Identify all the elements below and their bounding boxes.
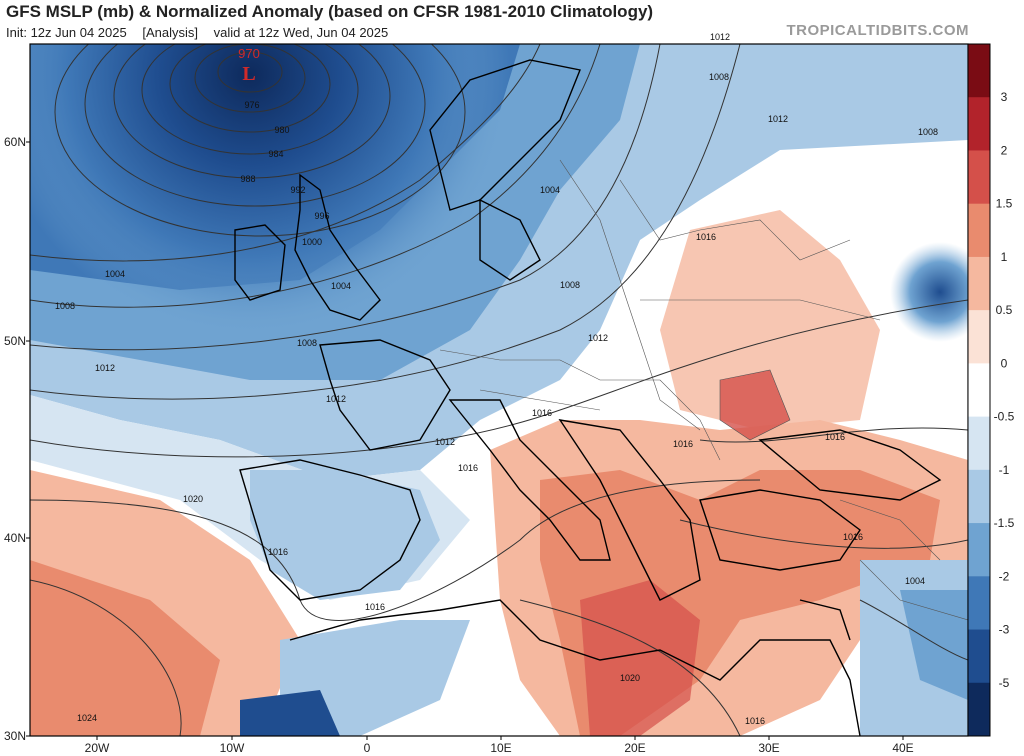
colorbar-label: -0.5 (994, 410, 1015, 424)
isobar-label: 1004 (905, 576, 925, 586)
isobar-label: 1024 (77, 713, 97, 723)
colorbar-label: -2 (999, 569, 1010, 583)
low-pressure-value: 970 (238, 46, 260, 61)
isobar-label: 1012 (95, 363, 115, 373)
isobar-label: 1004 (540, 185, 560, 195)
colorbar-segment (968, 629, 990, 684)
analysis-tag: [Analysis] (142, 25, 198, 40)
isobar-label: 1012 (326, 394, 346, 404)
colorbar-segment (968, 682, 990, 737)
isobar-label: 1016 (696, 232, 716, 242)
isobar-label: 1008 (55, 301, 75, 311)
colorbar-label: 3 (1001, 90, 1008, 104)
isobar-label: 1016 (268, 547, 288, 557)
isobar-label: 1004 (331, 281, 351, 291)
coastlines (234, 59, 942, 736)
colorbar-segment (968, 203, 990, 258)
lat-label: 40N (4, 531, 26, 545)
lon-label: 40E (892, 741, 913, 755)
isobar-label: 992 (290, 185, 305, 195)
colorbar-segment (968, 97, 990, 151)
isobar-label: 1016 (532, 408, 552, 418)
colorbar: 3 2 1.5 1 0.5 0 -0.5 -1 -1.5 -2 -3 -5 (967, 43, 1015, 737)
valid-time: valid at 12z Wed, Jun 04 2025 (213, 25, 389, 40)
colorbar-segment (968, 150, 990, 205)
isobar-label: 1004 (105, 269, 125, 279)
colorbar-label: -1 (999, 463, 1010, 477)
lon-label: 30E (758, 741, 779, 755)
isobar-label: 1016 (825, 432, 845, 442)
latitude-labels: 60N 50N 40N 30N (4, 135, 30, 743)
isobar-label: 1012 (435, 437, 455, 447)
isobar-label: 1008 (918, 127, 938, 137)
isobar-label: 1020 (620, 673, 640, 683)
isobar-label: 1016 (843, 532, 863, 542)
isobar-label: 1020 (183, 494, 203, 504)
isobar-label: 980 (274, 125, 289, 135)
lon-label: 20E (624, 741, 645, 755)
colorbar-segment (968, 363, 990, 418)
lon-label: 0 (364, 741, 371, 755)
colorbar-label: 0 (1001, 356, 1008, 370)
lat-label: 50N (4, 334, 26, 348)
colorbar-label: 1 (1001, 250, 1008, 264)
colorbar-segment (968, 416, 990, 471)
colorbar-label: 0.5 (996, 303, 1013, 317)
colorbar-segment (968, 523, 990, 577)
lon-label: 10E (490, 741, 511, 755)
colorbar-frame (967, 43, 991, 737)
isobar-label: 1016 (365, 602, 385, 612)
brand-watermark: TROPICALTIDBITS.COM (786, 22, 969, 39)
borders (439, 159, 968, 621)
lon-label: 20W (85, 741, 110, 755)
init-time: Init: 12z Jun 04 2025 (6, 25, 127, 40)
colorbar-label: -1.5 (994, 516, 1015, 530)
isobar-label: 988 (240, 174, 255, 184)
colorbar-label: 1.5 (996, 197, 1013, 211)
lat-label: 60N (4, 135, 26, 149)
colorbar-segment (968, 256, 990, 311)
isobar-label: 1008 (297, 338, 317, 348)
longitude-labels: 20W 10W 0 10E 20E 30E 40E (85, 736, 914, 755)
colorbar-label: -5 (999, 676, 1010, 690)
lon-label: 10W (220, 741, 245, 755)
isobar-label: 1000 (302, 237, 322, 247)
isobar-label: 1012 (768, 114, 788, 124)
anomaly-field (30, 44, 968, 736)
colorbar-segment (968, 469, 990, 524)
isobar-label: 1016 (745, 716, 765, 726)
colorbar-label: 2 (1001, 143, 1008, 157)
isobar-label: 1012 (588, 333, 608, 343)
isobars (30, 44, 968, 736)
isobar-label: 1012 (710, 32, 730, 42)
colorbar-segment (968, 310, 990, 364)
isobar-label: 1008 (709, 72, 729, 82)
isobar-label: 1016 (458, 463, 478, 473)
lat-label: 30N (4, 729, 26, 743)
colorbar-segment (968, 44, 990, 98)
isobar-label: 1016 (673, 439, 693, 449)
isobar-label: 996 (314, 211, 329, 221)
low-symbol: L (242, 63, 255, 85)
map-subtitle: Init: 12z Jun 04 2025 [Analysis] valid a… (6, 25, 400, 40)
isobar-labels: 976 980 984 988 992 996 1000 1004 1004 1004 1008 10… (55, 32, 938, 726)
isobar-label: 976 (244, 100, 259, 110)
colorbar-segment (968, 576, 990, 631)
map-title: GFS MSLP (mb) & Normalized Anomaly (base… (6, 2, 654, 21)
isobar-label: 984 (268, 149, 283, 159)
colorbar-label: -3 (999, 623, 1010, 637)
isobar-label: 1008 (560, 280, 580, 290)
